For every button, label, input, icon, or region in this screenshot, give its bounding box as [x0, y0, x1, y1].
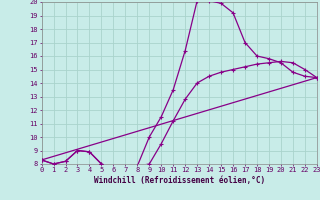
X-axis label: Windchill (Refroidissement éolien,°C): Windchill (Refroidissement éolien,°C) [94, 176, 265, 185]
